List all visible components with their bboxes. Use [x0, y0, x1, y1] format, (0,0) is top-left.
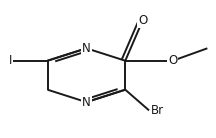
Text: Br: Br	[151, 104, 164, 117]
Text: N: N	[82, 42, 91, 55]
Text: N: N	[82, 96, 91, 109]
Text: I: I	[8, 54, 12, 67]
Text: O: O	[138, 14, 147, 27]
Text: O: O	[168, 54, 177, 67]
